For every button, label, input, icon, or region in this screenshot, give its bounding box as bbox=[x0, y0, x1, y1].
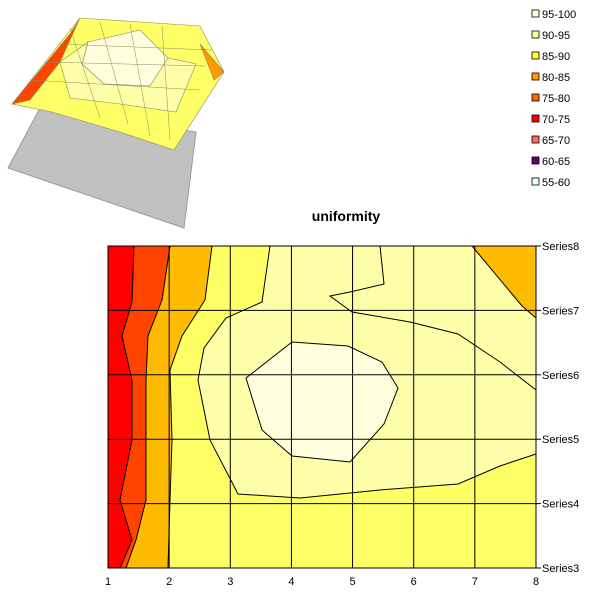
plot-area bbox=[107, 245, 537, 569]
legend-swatch bbox=[531, 93, 540, 102]
legend-label: 55-60 bbox=[542, 177, 570, 189]
legend-label: 85-90 bbox=[542, 51, 570, 63]
chart-title: uniformity bbox=[312, 208, 381, 224]
x-tick-label: 8 bbox=[533, 576, 539, 588]
contour-band-95-100 bbox=[246, 342, 398, 462]
legend-swatch bbox=[531, 135, 540, 144]
x-axis-tick-labels: 1 2 3 4 5 6 7 8 bbox=[105, 576, 539, 588]
legend-label: 75-80 bbox=[542, 93, 570, 105]
contour-bands bbox=[108, 246, 536, 568]
legend-label: 80-85 bbox=[542, 72, 570, 84]
contour-band-75-80 bbox=[120, 246, 170, 568]
series-tick-label: Series4 bbox=[542, 499, 579, 511]
surface-thumbnail bbox=[7, 17, 225, 229]
series-tick-label: Series8 bbox=[542, 241, 579, 253]
legend-label: 90-95 bbox=[542, 30, 570, 42]
legend-swatch bbox=[531, 156, 540, 165]
x-tick-label: 1 bbox=[105, 576, 111, 588]
contour-band-70-75 bbox=[108, 246, 134, 568]
series-axis-tick-labels: Series3 Series4 Series5 Series6 Series7 Serie… bbox=[536, 241, 579, 575]
x-tick-label: 2 bbox=[166, 576, 172, 588]
x-tick-label: 4 bbox=[288, 576, 294, 588]
thumbnail-surface-left-band bbox=[11, 17, 81, 105]
legend-swatch bbox=[531, 72, 540, 81]
legend-swatch bbox=[531, 51, 540, 60]
series-tick-label: Series6 bbox=[542, 370, 579, 382]
legend-label: 70-75 bbox=[542, 114, 570, 126]
x-tick-label: 5 bbox=[350, 576, 356, 588]
contour-lines bbox=[119, 246, 536, 568]
x-tick-label: 6 bbox=[411, 576, 417, 588]
thumbnail-surface-mid bbox=[59, 41, 197, 113]
plot-border bbox=[107, 245, 537, 569]
legend: 95-100 90-95 85-90 80-85 75-80 70-75 65-70 60-6… bbox=[531, 9, 576, 189]
legend-label: 60-65 bbox=[542, 156, 570, 168]
series-tick-label: Series7 bbox=[542, 305, 579, 317]
series-tick-label: Series3 bbox=[542, 563, 579, 575]
thumbnail-surface-right-band bbox=[199, 43, 225, 81]
legend-swatch bbox=[531, 30, 540, 39]
x-tick-label: 3 bbox=[227, 576, 233, 588]
thumbnail-mesh bbox=[29, 21, 213, 141]
grid-lines bbox=[108, 246, 536, 568]
series-tick-label: Series5 bbox=[542, 434, 579, 446]
legend-label: 95-100 bbox=[542, 9, 576, 21]
contour-band-85-90 bbox=[168, 246, 536, 568]
legend-swatch bbox=[531, 114, 540, 123]
legend-swatch bbox=[531, 9, 540, 18]
legend-label: 65-70 bbox=[542, 135, 570, 147]
x-tick-label: 7 bbox=[472, 576, 478, 588]
legend-swatch bbox=[531, 177, 540, 186]
contour-band-80-85-corner bbox=[472, 246, 536, 318]
